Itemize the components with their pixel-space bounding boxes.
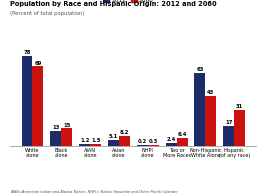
Bar bbox=[166, 143, 177, 146]
Text: 6.4: 6.4 bbox=[177, 132, 187, 137]
Bar bbox=[234, 110, 245, 146]
Text: 31: 31 bbox=[236, 104, 243, 109]
Text: Population by Race and Hispanic Origin: 2012 and 2060: Population by Race and Hispanic Origin: … bbox=[10, 1, 217, 7]
Text: 15: 15 bbox=[63, 122, 70, 127]
Text: 69: 69 bbox=[34, 61, 42, 66]
Bar bbox=[61, 128, 72, 146]
Bar bbox=[137, 145, 148, 146]
Text: 8.2: 8.2 bbox=[120, 130, 129, 135]
Bar bbox=[119, 136, 130, 146]
Text: 2.4: 2.4 bbox=[167, 137, 176, 142]
Bar bbox=[195, 73, 205, 146]
Legend: 2012, 2060: 2012, 2060 bbox=[101, 0, 156, 5]
Bar bbox=[32, 66, 44, 146]
Bar bbox=[205, 96, 217, 146]
Text: 13: 13 bbox=[52, 125, 60, 130]
Text: 5.1: 5.1 bbox=[109, 134, 118, 139]
Text: 1.2: 1.2 bbox=[80, 138, 89, 143]
Text: (Percent of total population): (Percent of total population) bbox=[10, 11, 85, 16]
Bar bbox=[148, 145, 159, 146]
Bar bbox=[90, 144, 101, 146]
Text: 78: 78 bbox=[23, 50, 31, 55]
Text: 0.2: 0.2 bbox=[138, 139, 147, 145]
Bar bbox=[177, 138, 188, 146]
Text: 43: 43 bbox=[207, 90, 214, 95]
Bar bbox=[79, 144, 90, 146]
Bar bbox=[108, 140, 119, 146]
Bar bbox=[223, 126, 234, 146]
Text: 63: 63 bbox=[196, 68, 204, 73]
Text: AIAN=American Indian and Alaska Native; NHPI= Native Hawaiian and Other Pacific : AIAN=American Indian and Alaska Native; … bbox=[10, 189, 178, 193]
Text: 0.3: 0.3 bbox=[149, 139, 158, 144]
Bar bbox=[21, 56, 32, 146]
Text: 17: 17 bbox=[225, 120, 233, 125]
Bar bbox=[50, 131, 61, 146]
Text: 1.5: 1.5 bbox=[91, 138, 100, 143]
